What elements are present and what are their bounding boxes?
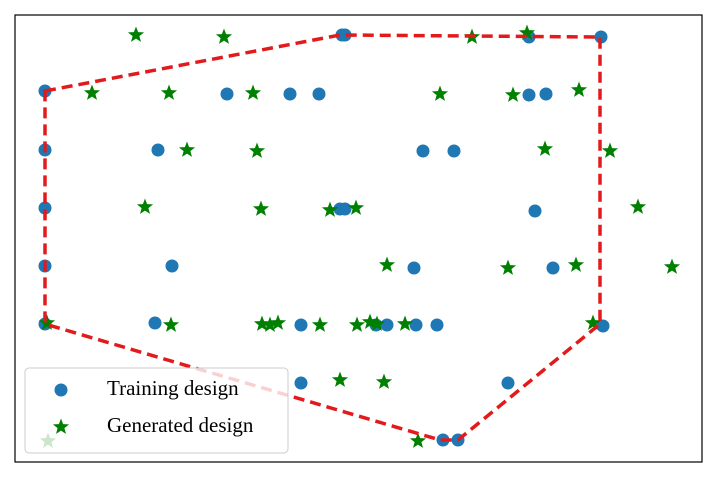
data-point (430, 318, 444, 332)
data-point (499, 259, 517, 275)
data-point (570, 81, 588, 97)
data-point (368, 315, 386, 331)
data-point (396, 315, 414, 331)
data-point (601, 142, 619, 158)
data-point (361, 313, 379, 329)
data-point (348, 316, 366, 332)
data-point (338, 28, 352, 42)
data-point (567, 256, 585, 272)
data-point (283, 87, 297, 101)
data-point (629, 198, 647, 214)
data-point (38, 201, 52, 215)
data-point (160, 84, 178, 100)
data-point (136, 198, 154, 214)
data-point (162, 316, 180, 332)
legend: Training design Generated design (24, 367, 289, 454)
data-point (261, 316, 279, 332)
data-point (253, 315, 271, 331)
legend-label: Generated design (107, 413, 254, 437)
data-point (248, 142, 266, 158)
data-point (165, 259, 179, 273)
data-point (407, 261, 421, 275)
data-point (347, 199, 365, 215)
data-point (294, 318, 308, 332)
data-point (252, 200, 270, 216)
data-point (594, 30, 608, 44)
data-point (338, 202, 352, 216)
data-point (244, 84, 262, 100)
data-point (380, 318, 394, 332)
plot-frame (14, 14, 703, 463)
data-point (269, 314, 287, 330)
data-point (518, 24, 536, 40)
hull-boundary (43, 33, 602, 442)
data-point (409, 432, 427, 448)
data-point (409, 318, 423, 332)
legend-box (24, 367, 289, 454)
data-point (220, 87, 234, 101)
data-point (447, 144, 461, 158)
data-point (375, 373, 393, 389)
data-point (312, 87, 326, 101)
data-point (294, 376, 308, 390)
data-point (528, 204, 542, 218)
legend-label: Training design (107, 376, 239, 400)
data-point (584, 314, 602, 330)
data-point (127, 26, 145, 42)
data-point (215, 28, 233, 44)
data-point (504, 86, 522, 102)
data-point (596, 319, 610, 333)
data-point (311, 316, 329, 332)
data-point (522, 88, 536, 102)
legend-marker (54, 383, 68, 397)
data-point (38, 314, 56, 330)
data-point (148, 316, 162, 330)
data-point (83, 84, 101, 100)
data-point (539, 87, 553, 101)
data-point (378, 256, 396, 272)
data-point (431, 85, 449, 101)
data-point (536, 140, 554, 156)
data-point (501, 376, 515, 390)
data-point (663, 258, 681, 274)
data-point (416, 144, 430, 158)
data-point (321, 201, 339, 217)
data-point (178, 141, 196, 157)
legend-marker (52, 418, 70, 434)
data-point (151, 143, 165, 157)
data-point (331, 371, 349, 387)
data-point (546, 261, 560, 275)
